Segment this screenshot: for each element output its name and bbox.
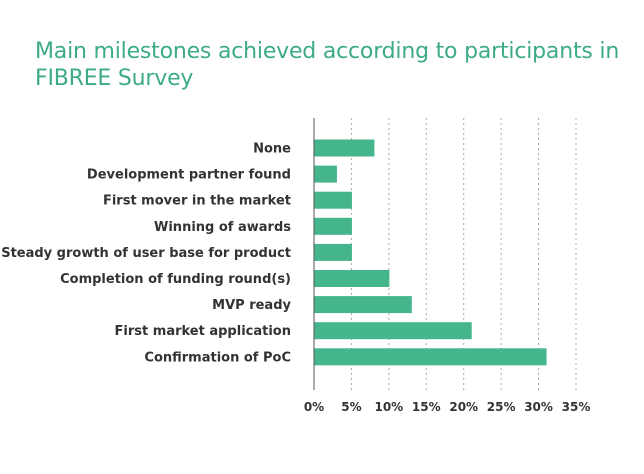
- x-tick-label: 35%: [562, 400, 591, 414]
- category-label: First market application: [115, 324, 291, 339]
- chart-title-line1: Main milestones achieved according to pa…: [35, 39, 620, 64]
- bar: [314, 348, 547, 366]
- bar: [314, 217, 352, 235]
- category-label: Completion of funding round(s): [60, 272, 291, 287]
- bar: [314, 165, 337, 183]
- x-tick-label: 20%: [449, 400, 478, 414]
- category-label: MVP ready: [212, 298, 291, 313]
- category-label: Winning of awards: [154, 220, 291, 235]
- x-tick-label: 25%: [487, 400, 516, 414]
- bar: [314, 243, 352, 261]
- bar: [314, 270, 390, 287]
- chart-title-line2: FIBREE Survey: [35, 66, 194, 91]
- x-tick-label: 15%: [412, 400, 441, 414]
- bar: [314, 191, 352, 209]
- x-tick-label: 30%: [524, 400, 553, 414]
- category-label: Development partner found: [87, 168, 291, 183]
- category-label: Confirmation of PoC: [144, 350, 291, 365]
- category-label: None: [253, 142, 291, 157]
- category-label: First mover in the market: [103, 194, 291, 209]
- category-label: Steady growth of user base for product: [1, 246, 291, 261]
- x-tick-label: 10%: [374, 400, 403, 414]
- bar: [314, 322, 472, 340]
- bar: [314, 296, 412, 314]
- chart-title: Main milestones achieved according to pa…: [35, 38, 625, 92]
- bar: [314, 139, 375, 157]
- x-tick-label: 5%: [341, 400, 361, 414]
- x-tick-label: 0%: [304, 400, 324, 414]
